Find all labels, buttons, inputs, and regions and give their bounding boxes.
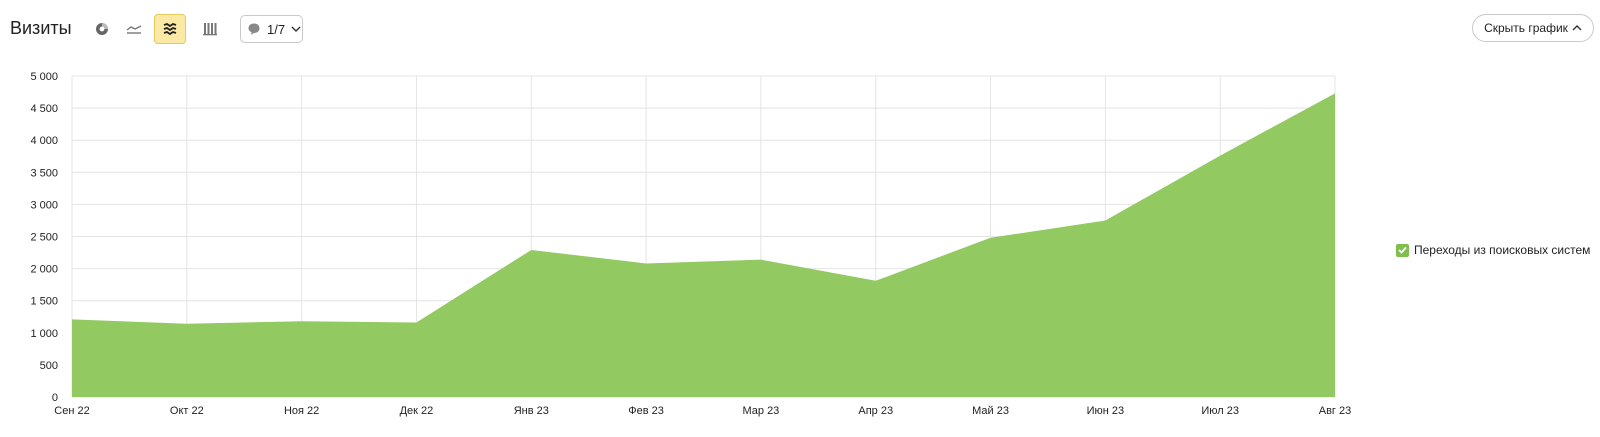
chevron-up-icon	[1572, 25, 1582, 31]
chevron-down-icon	[291, 26, 301, 32]
y-tick-label: 2 000	[30, 264, 58, 276]
y-axis-ticks: 0 500 1 000 1 500 2 000 2 500 3 000 3 500 4 000 4…	[30, 71, 58, 404]
chart-title: Визиты	[10, 18, 72, 38]
annotations-button[interactable]: 1/7	[240, 15, 303, 43]
annotations-count: 1/7	[267, 21, 286, 37]
x-tick-label: Янв 23	[514, 405, 549, 417]
x-tick-label: Фев 23	[628, 405, 664, 417]
area-chart-button[interactable]	[154, 14, 186, 44]
comment-icon	[248, 23, 260, 35]
pie-chart-icon	[96, 23, 108, 35]
y-tick-label: 5 000	[30, 71, 58, 83]
legend-label: Переходы из поисковых систем	[1414, 243, 1591, 257]
bar-chart-icon	[203, 23, 217, 36]
pie-chart-button[interactable]	[86, 14, 118, 44]
y-tick-label: 500	[40, 360, 58, 372]
line-chart-button[interactable]	[118, 14, 150, 44]
hide-chart-button[interactable]: Скрыть график	[1472, 14, 1594, 42]
x-tick-label: Апр 23	[858, 405, 893, 417]
x-tick-label: Май 23	[972, 405, 1009, 417]
x-axis-ticks: Сен 22 Окт 22 Ноя 22 Дек 22 Янв 23 Фев 23 Мар …	[54, 405, 1351, 417]
legend-item-search-traffic[interactable]: Переходы из поисковых систем	[1396, 243, 1590, 257]
y-tick-label: 0	[52, 392, 58, 404]
x-tick-label: Июн 23	[1087, 405, 1125, 417]
line-chart-icon	[126, 25, 142, 34]
hide-chart-label: Скрыть график	[1484, 21, 1568, 35]
y-tick-label: 4 500	[30, 103, 58, 115]
y-tick-label: 3 500	[30, 167, 58, 179]
bar-chart-button[interactable]	[194, 14, 226, 44]
y-tick-label: 1 500	[30, 296, 58, 308]
y-tick-label: 4 000	[30, 135, 58, 147]
x-tick-label: Дек 22	[400, 405, 434, 417]
x-tick-label: Мар 23	[742, 405, 779, 417]
legend-checkbox[interactable]	[1396, 243, 1409, 257]
area-series-search-traffic[interactable]	[72, 93, 1335, 398]
area-chart-icon	[163, 23, 177, 36]
y-tick-label: 1 000	[30, 328, 58, 340]
x-tick-label: Окт 22	[170, 405, 204, 417]
x-tick-label: Ноя 22	[284, 405, 319, 417]
x-tick-label: Июл 23	[1201, 405, 1239, 417]
x-tick-label: Авг 23	[1319, 405, 1351, 417]
y-tick-label: 2 500	[30, 232, 58, 244]
x-tick-label: Сен 22	[54, 405, 89, 417]
y-tick-label: 3 000	[30, 199, 58, 211]
chart-header: Визиты 1/7	[0, 14, 1600, 44]
checkmark-icon	[1398, 246, 1407, 254]
